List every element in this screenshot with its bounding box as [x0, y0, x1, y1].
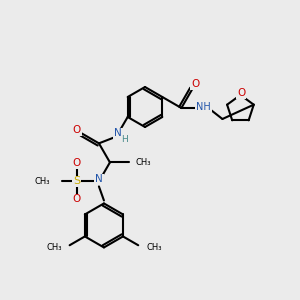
Text: O: O [73, 158, 81, 168]
Text: O: O [191, 79, 200, 89]
Text: CH₃: CH₃ [46, 243, 62, 252]
Text: H: H [122, 135, 128, 144]
Text: NH: NH [196, 102, 211, 112]
Text: CH₃: CH₃ [136, 158, 151, 167]
Text: CH₃: CH₃ [35, 177, 50, 186]
Text: N: N [114, 128, 122, 138]
Text: CH₃: CH₃ [146, 243, 162, 252]
Text: O: O [237, 88, 246, 98]
Text: O: O [73, 125, 81, 135]
Text: O: O [73, 194, 81, 204]
Text: N: N [95, 174, 103, 184]
Text: S: S [74, 176, 80, 186]
